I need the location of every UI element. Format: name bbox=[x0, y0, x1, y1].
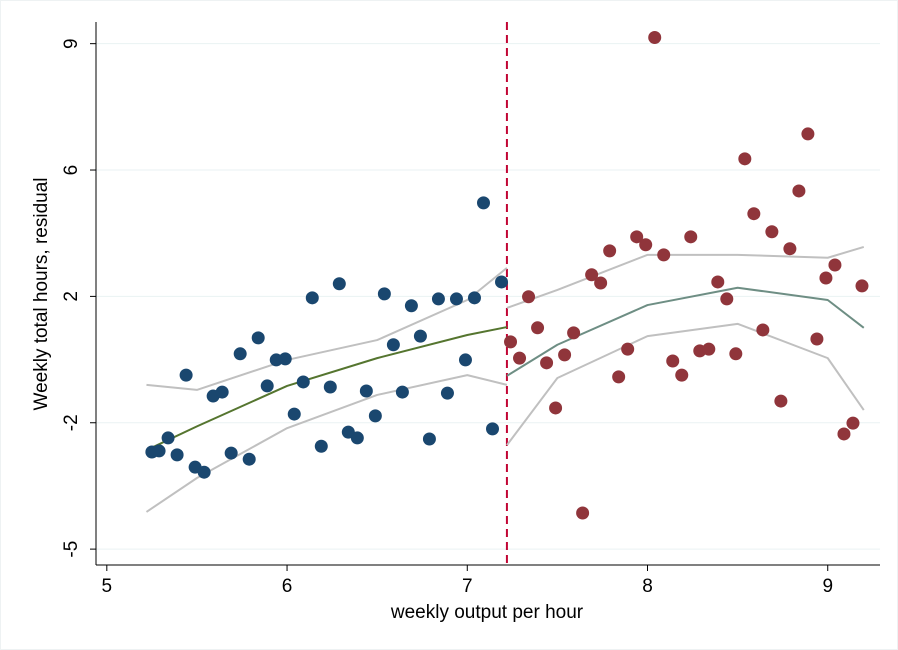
point bbox=[828, 258, 842, 272]
point bbox=[855, 279, 869, 293]
fit-line bbox=[506, 286, 865, 377]
point bbox=[413, 329, 427, 343]
point bbox=[152, 444, 166, 458]
point bbox=[440, 386, 454, 400]
point bbox=[458, 353, 472, 367]
point bbox=[251, 331, 265, 345]
x-tick-label: 5 bbox=[102, 576, 113, 597]
point bbox=[486, 422, 500, 436]
point bbox=[170, 448, 184, 462]
point bbox=[612, 370, 626, 384]
point bbox=[810, 332, 824, 346]
point bbox=[711, 275, 725, 289]
point bbox=[675, 368, 689, 382]
point bbox=[783, 242, 797, 256]
point bbox=[603, 244, 617, 258]
point bbox=[395, 385, 409, 399]
point bbox=[522, 290, 536, 304]
x-axis-title: weekly output per hour bbox=[390, 602, 584, 623]
point bbox=[738, 152, 752, 166]
point bbox=[233, 347, 247, 361]
x-tick-label: 9 bbox=[822, 576, 833, 597]
y-tick-label: -2 bbox=[61, 414, 82, 431]
fit-line bbox=[145, 374, 508, 513]
point bbox=[224, 446, 238, 460]
point bbox=[350, 431, 364, 445]
point bbox=[792, 184, 806, 198]
fit-line bbox=[146, 326, 508, 452]
point bbox=[648, 31, 662, 45]
point bbox=[585, 268, 599, 282]
y-tick-label: 6 bbox=[61, 165, 82, 176]
point bbox=[476, 196, 490, 210]
point bbox=[260, 379, 274, 393]
point bbox=[422, 432, 436, 446]
point bbox=[819, 271, 833, 285]
point bbox=[179, 368, 193, 382]
point bbox=[531, 321, 545, 335]
point bbox=[558, 348, 572, 362]
point bbox=[747, 207, 761, 221]
point bbox=[495, 275, 509, 289]
plot-area bbox=[145, 22, 869, 565]
point bbox=[801, 127, 815, 141]
point bbox=[540, 356, 554, 370]
point bbox=[567, 326, 581, 340]
point bbox=[684, 230, 698, 244]
point bbox=[594, 276, 608, 290]
point bbox=[314, 439, 328, 453]
grid bbox=[96, 43, 880, 550]
point bbox=[756, 323, 770, 337]
point bbox=[404, 299, 418, 313]
point bbox=[702, 342, 716, 356]
point bbox=[504, 335, 518, 349]
point bbox=[377, 287, 391, 301]
point bbox=[278, 352, 292, 366]
axes: -5 -2 2 6 9 5 6 7 8 9 bbox=[61, 22, 880, 597]
point bbox=[386, 338, 400, 352]
point bbox=[359, 384, 373, 398]
point bbox=[630, 230, 644, 244]
point bbox=[639, 238, 653, 252]
point bbox=[576, 506, 590, 520]
point bbox=[720, 292, 734, 306]
point bbox=[513, 351, 527, 365]
point bbox=[765, 225, 779, 239]
y-tick-label: 9 bbox=[61, 38, 82, 49]
point bbox=[242, 452, 256, 466]
point bbox=[431, 292, 445, 306]
point bbox=[729, 347, 743, 361]
point bbox=[305, 291, 319, 305]
point bbox=[621, 342, 635, 356]
fit-line bbox=[506, 322, 865, 446]
y-tick-label: 2 bbox=[61, 291, 82, 302]
x-tick-label: 7 bbox=[462, 576, 473, 597]
point bbox=[215, 385, 229, 399]
point bbox=[287, 407, 301, 421]
fit-line bbox=[506, 245, 865, 309]
point bbox=[837, 427, 851, 441]
point bbox=[666, 354, 680, 368]
y-tick-label: -5 bbox=[61, 541, 82, 558]
point bbox=[774, 394, 788, 408]
x-tick-label: 8 bbox=[642, 576, 653, 597]
point bbox=[323, 380, 337, 394]
point bbox=[846, 416, 860, 430]
point bbox=[368, 409, 382, 423]
point bbox=[449, 292, 463, 306]
point bbox=[332, 277, 346, 291]
point bbox=[657, 248, 671, 262]
point bbox=[467, 291, 481, 305]
point bbox=[296, 375, 310, 389]
point bbox=[161, 431, 175, 445]
point bbox=[197, 465, 211, 479]
point bbox=[549, 401, 563, 415]
x-tick-label: 6 bbox=[282, 576, 293, 597]
y-axis-title: Weekly total hours, residual bbox=[31, 177, 52, 410]
